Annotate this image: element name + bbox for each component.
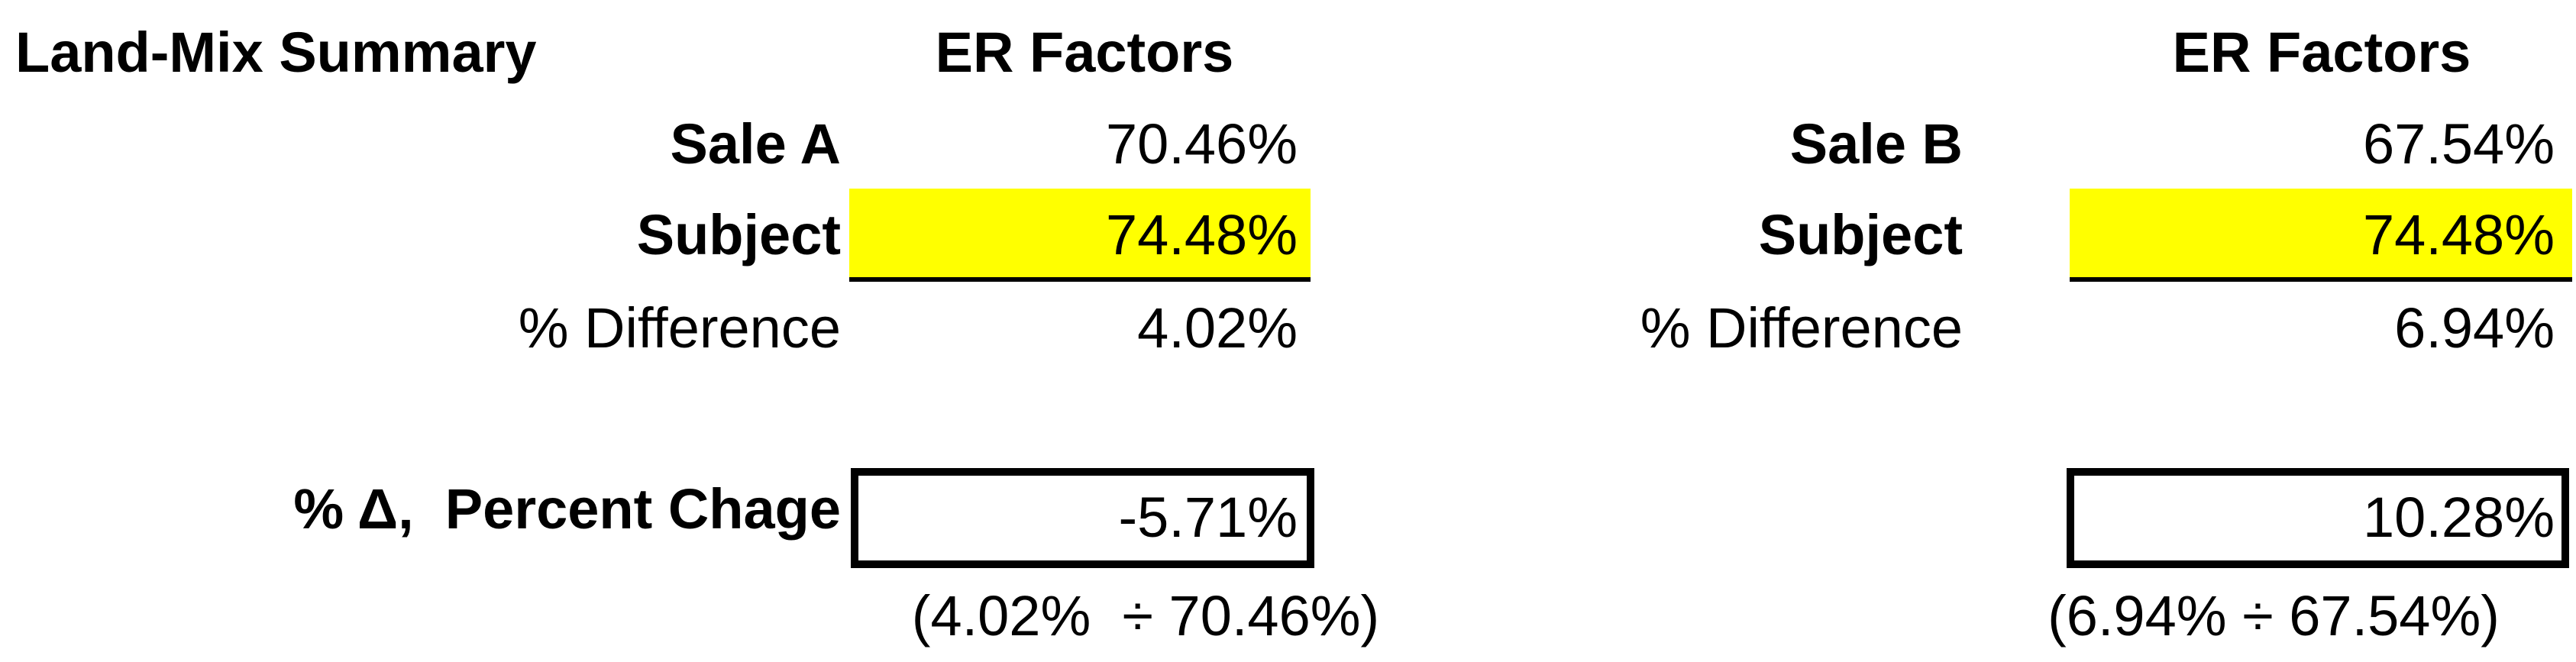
title: Land-Mix Summary	[15, 21, 537, 84]
row-value: 4.02%	[1137, 296, 1298, 360]
row-value: 67.54%	[2363, 112, 2555, 176]
highlight	[2070, 189, 2572, 282]
formula: (6.94% ÷ 67.54%)	[2048, 584, 2500, 647]
change-value: 10.28%	[2363, 486, 2555, 549]
row-label: Sale A	[670, 112, 841, 176]
row-value: 74.48%	[2363, 203, 2555, 266]
row-value: 70.46%	[1106, 112, 1298, 176]
formula: (4.02% ÷ 70.46%)	[911, 584, 1380, 647]
row-label: % Difference	[1640, 296, 1963, 360]
change-value: -5.71%	[1118, 486, 1298, 549]
row-value: 74.48%	[1106, 203, 1298, 266]
panel-header: ER Factors	[2172, 21, 2471, 84]
row-label: Sale B	[1789, 112, 1963, 176]
result-box	[2067, 468, 2569, 568]
row-label: % Difference	[518, 296, 841, 360]
change-label: % Δ, Percent Chage	[293, 477, 841, 541]
result-box	[851, 468, 1314, 568]
row-label: Subject	[636, 203, 841, 266]
row-value: 6.94%	[2394, 296, 2555, 360]
row-label: Subject	[1758, 203, 1963, 266]
highlight	[849, 189, 1311, 282]
panel-header: ER Factors	[935, 21, 1234, 84]
